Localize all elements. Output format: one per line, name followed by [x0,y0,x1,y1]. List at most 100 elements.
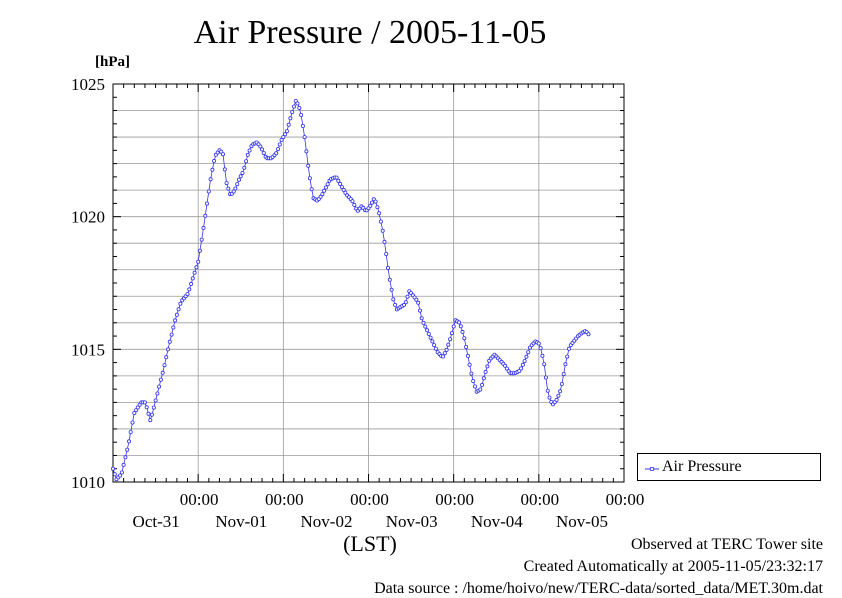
data-point [187,287,192,292]
data-point [320,192,325,197]
data-point [290,110,295,115]
data-point [128,429,133,434]
data-point [380,228,385,233]
data-point [483,369,488,374]
data-point [302,135,307,140]
data-point [185,292,190,297]
data-point [377,211,382,216]
data-point [334,175,339,180]
x-tick-time-label: 00:00 [180,490,219,509]
data-point [176,307,181,312]
data-point [118,473,123,478]
data-point [339,185,344,190]
data-point [428,335,433,340]
data-point [259,147,264,152]
x-tick-time-label: 00:00 [350,490,389,509]
data-point [151,405,156,410]
data-point [543,375,548,380]
data-point [309,187,314,192]
data-point [164,355,169,360]
data-point [123,455,128,460]
data-point [258,144,263,149]
footer-data-source: Data source : /home/hoivo/new/TERC-data/… [374,580,823,597]
data-point [536,341,541,346]
y-axis-unit-label: [hPa] [95,54,130,70]
x-tick-time-label: 00:00 [265,490,304,509]
data-point [203,213,208,218]
data-point [567,346,572,351]
data-point [350,199,355,204]
data-point [540,353,545,358]
data-point [208,177,213,182]
data-point [212,158,217,163]
data-point [391,297,396,302]
chart-title: Air Pressure / 2005-11-05 [193,14,547,51]
data-point [425,328,430,333]
data-point [112,472,117,477]
legend: Air Pressure [637,453,821,481]
data-point [306,163,311,168]
data-point [274,151,279,156]
data-point [245,152,250,157]
data-point [132,410,137,415]
axis-ticks [113,83,625,483]
data-point [558,389,563,394]
data-point [235,182,240,187]
data-point [307,176,312,181]
data-point [160,370,165,375]
data-point [387,277,392,282]
data-point [130,420,135,425]
data-point [194,265,199,270]
x-axis-label: (LST) [343,531,397,556]
data-point [524,354,529,359]
data-point [174,312,179,317]
data-point [146,411,151,416]
data-point [127,439,132,444]
data-point [465,353,470,358]
data-point [556,393,561,398]
data-point [318,194,323,199]
data-point [526,350,531,355]
data-point [261,151,266,156]
data-point [233,186,238,191]
data-point [565,354,570,359]
data-point [169,332,174,337]
data-point [373,199,378,204]
data-point [231,189,236,194]
x-tick-date-label: Nov-05 [556,512,608,531]
data-point [369,200,374,205]
data-point [563,362,568,367]
data-point [403,300,408,305]
data-point [323,185,328,190]
data-point [190,276,195,281]
data-point [178,301,183,306]
data-point [545,388,550,393]
footer-observed: Observed at TERC Tower site [630,536,823,553]
data-point [155,391,160,396]
footer-created: Created Automatically at 2005-11-05/23:3… [523,558,823,575]
data-point [586,332,591,337]
data-point [284,129,289,134]
data-point [336,178,341,183]
data-point [389,287,394,292]
data-point [300,124,305,129]
data-point [448,337,453,342]
data-point [148,418,153,423]
y-tick-label: 1025 [71,75,105,94]
data-point [158,377,163,382]
data-point [433,346,438,351]
data-point [111,466,116,471]
data-point [283,132,288,137]
data-point [121,462,126,467]
data-point [444,347,449,352]
data-point [224,181,229,186]
data-point [352,202,357,207]
data-point [325,182,330,187]
data-point [134,408,139,413]
data-point [368,203,373,208]
data-point [196,259,201,264]
data-point [304,149,309,154]
data-point [485,364,490,369]
data-point [167,339,172,344]
